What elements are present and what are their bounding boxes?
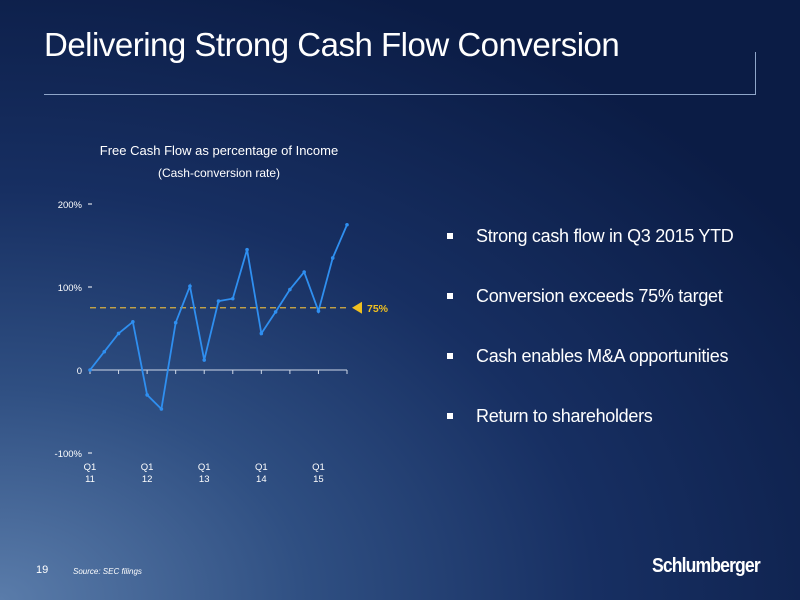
data-point	[216, 299, 221, 303]
target-marker-icon	[352, 301, 362, 314]
x-tick-label-year: 15	[313, 474, 324, 485]
data-point	[288, 287, 292, 292]
title-corner-line	[755, 52, 756, 95]
x-tick-label-quarter: Q1	[141, 462, 154, 473]
data-point	[188, 284, 192, 288]
company-logo: Schlumberger	[652, 555, 761, 577]
source-note: Source: SEC filings	[73, 567, 142, 576]
x-tick-label-quarter: Q1	[255, 462, 268, 473]
bullet-item: Strong cash flow in Q3 2015 YTD	[446, 226, 734, 286]
series-line	[89, 224, 348, 411]
bullet-text: Return to shareholders	[476, 406, 653, 426]
y-tick-label: -100%	[55, 449, 83, 460]
bullet-item: Conversion exceeds 75% target	[446, 286, 734, 346]
target-label: 75%	[367, 303, 389, 315]
data-point	[102, 349, 107, 354]
bullet-text: Strong cash flow in Q3 2015 YTD	[476, 226, 734, 246]
data-point	[330, 256, 335, 260]
x-tick-label-year: 12	[142, 474, 153, 485]
bullet-list: Strong cash flow in Q3 2015 YTD Conversi…	[446, 226, 734, 466]
chart-subtitle: (Cash-conversion rate)	[157, 166, 281, 180]
title-underline	[44, 94, 756, 95]
data-point	[302, 270, 306, 274]
data-point	[345, 222, 349, 227]
x-tick-label-quarter: Q1	[198, 462, 211, 473]
data-point	[88, 368, 92, 372]
y-tick-label: 0	[77, 366, 82, 377]
data-point	[230, 296, 235, 301]
bullet-text: Cash enables M&A opportunities	[476, 346, 729, 366]
square-bullet-icon	[447, 293, 453, 299]
data-point	[316, 309, 321, 313]
x-tick-label-year: 13	[199, 474, 210, 485]
data-point	[131, 320, 135, 324]
y-tick-label: 100%	[58, 283, 83, 294]
bullet-item: Return to shareholders	[446, 406, 734, 466]
y-tick-label: 200%	[58, 200, 83, 211]
page-number: 19	[36, 564, 49, 576]
bullet-item: Cash enables M&A opportunities	[446, 346, 734, 406]
data-point	[245, 247, 249, 252]
square-bullet-icon	[447, 353, 453, 359]
x-tick-label-year: 14	[256, 474, 267, 485]
square-bullet-icon	[447, 413, 453, 419]
data-point	[259, 331, 264, 336]
data-point	[116, 331, 121, 336]
data-point	[159, 407, 164, 411]
square-bullet-icon	[447, 233, 453, 239]
x-tick-label-quarter: Q1	[312, 462, 325, 473]
data-point	[202, 358, 207, 362]
x-tick-label-quarter: Q1	[84, 462, 97, 473]
data-point	[173, 320, 178, 325]
slide-title: Delivering Strong Cash Flow Conversion	[44, 26, 620, 63]
chart-title: Free Cash Flow as percentage of Income	[99, 143, 339, 158]
x-tick-label-year: 11	[85, 474, 95, 485]
bullet-text: Conversion exceeds 75% target	[476, 286, 723, 306]
data-point	[145, 393, 149, 397]
data-point	[273, 310, 278, 314]
